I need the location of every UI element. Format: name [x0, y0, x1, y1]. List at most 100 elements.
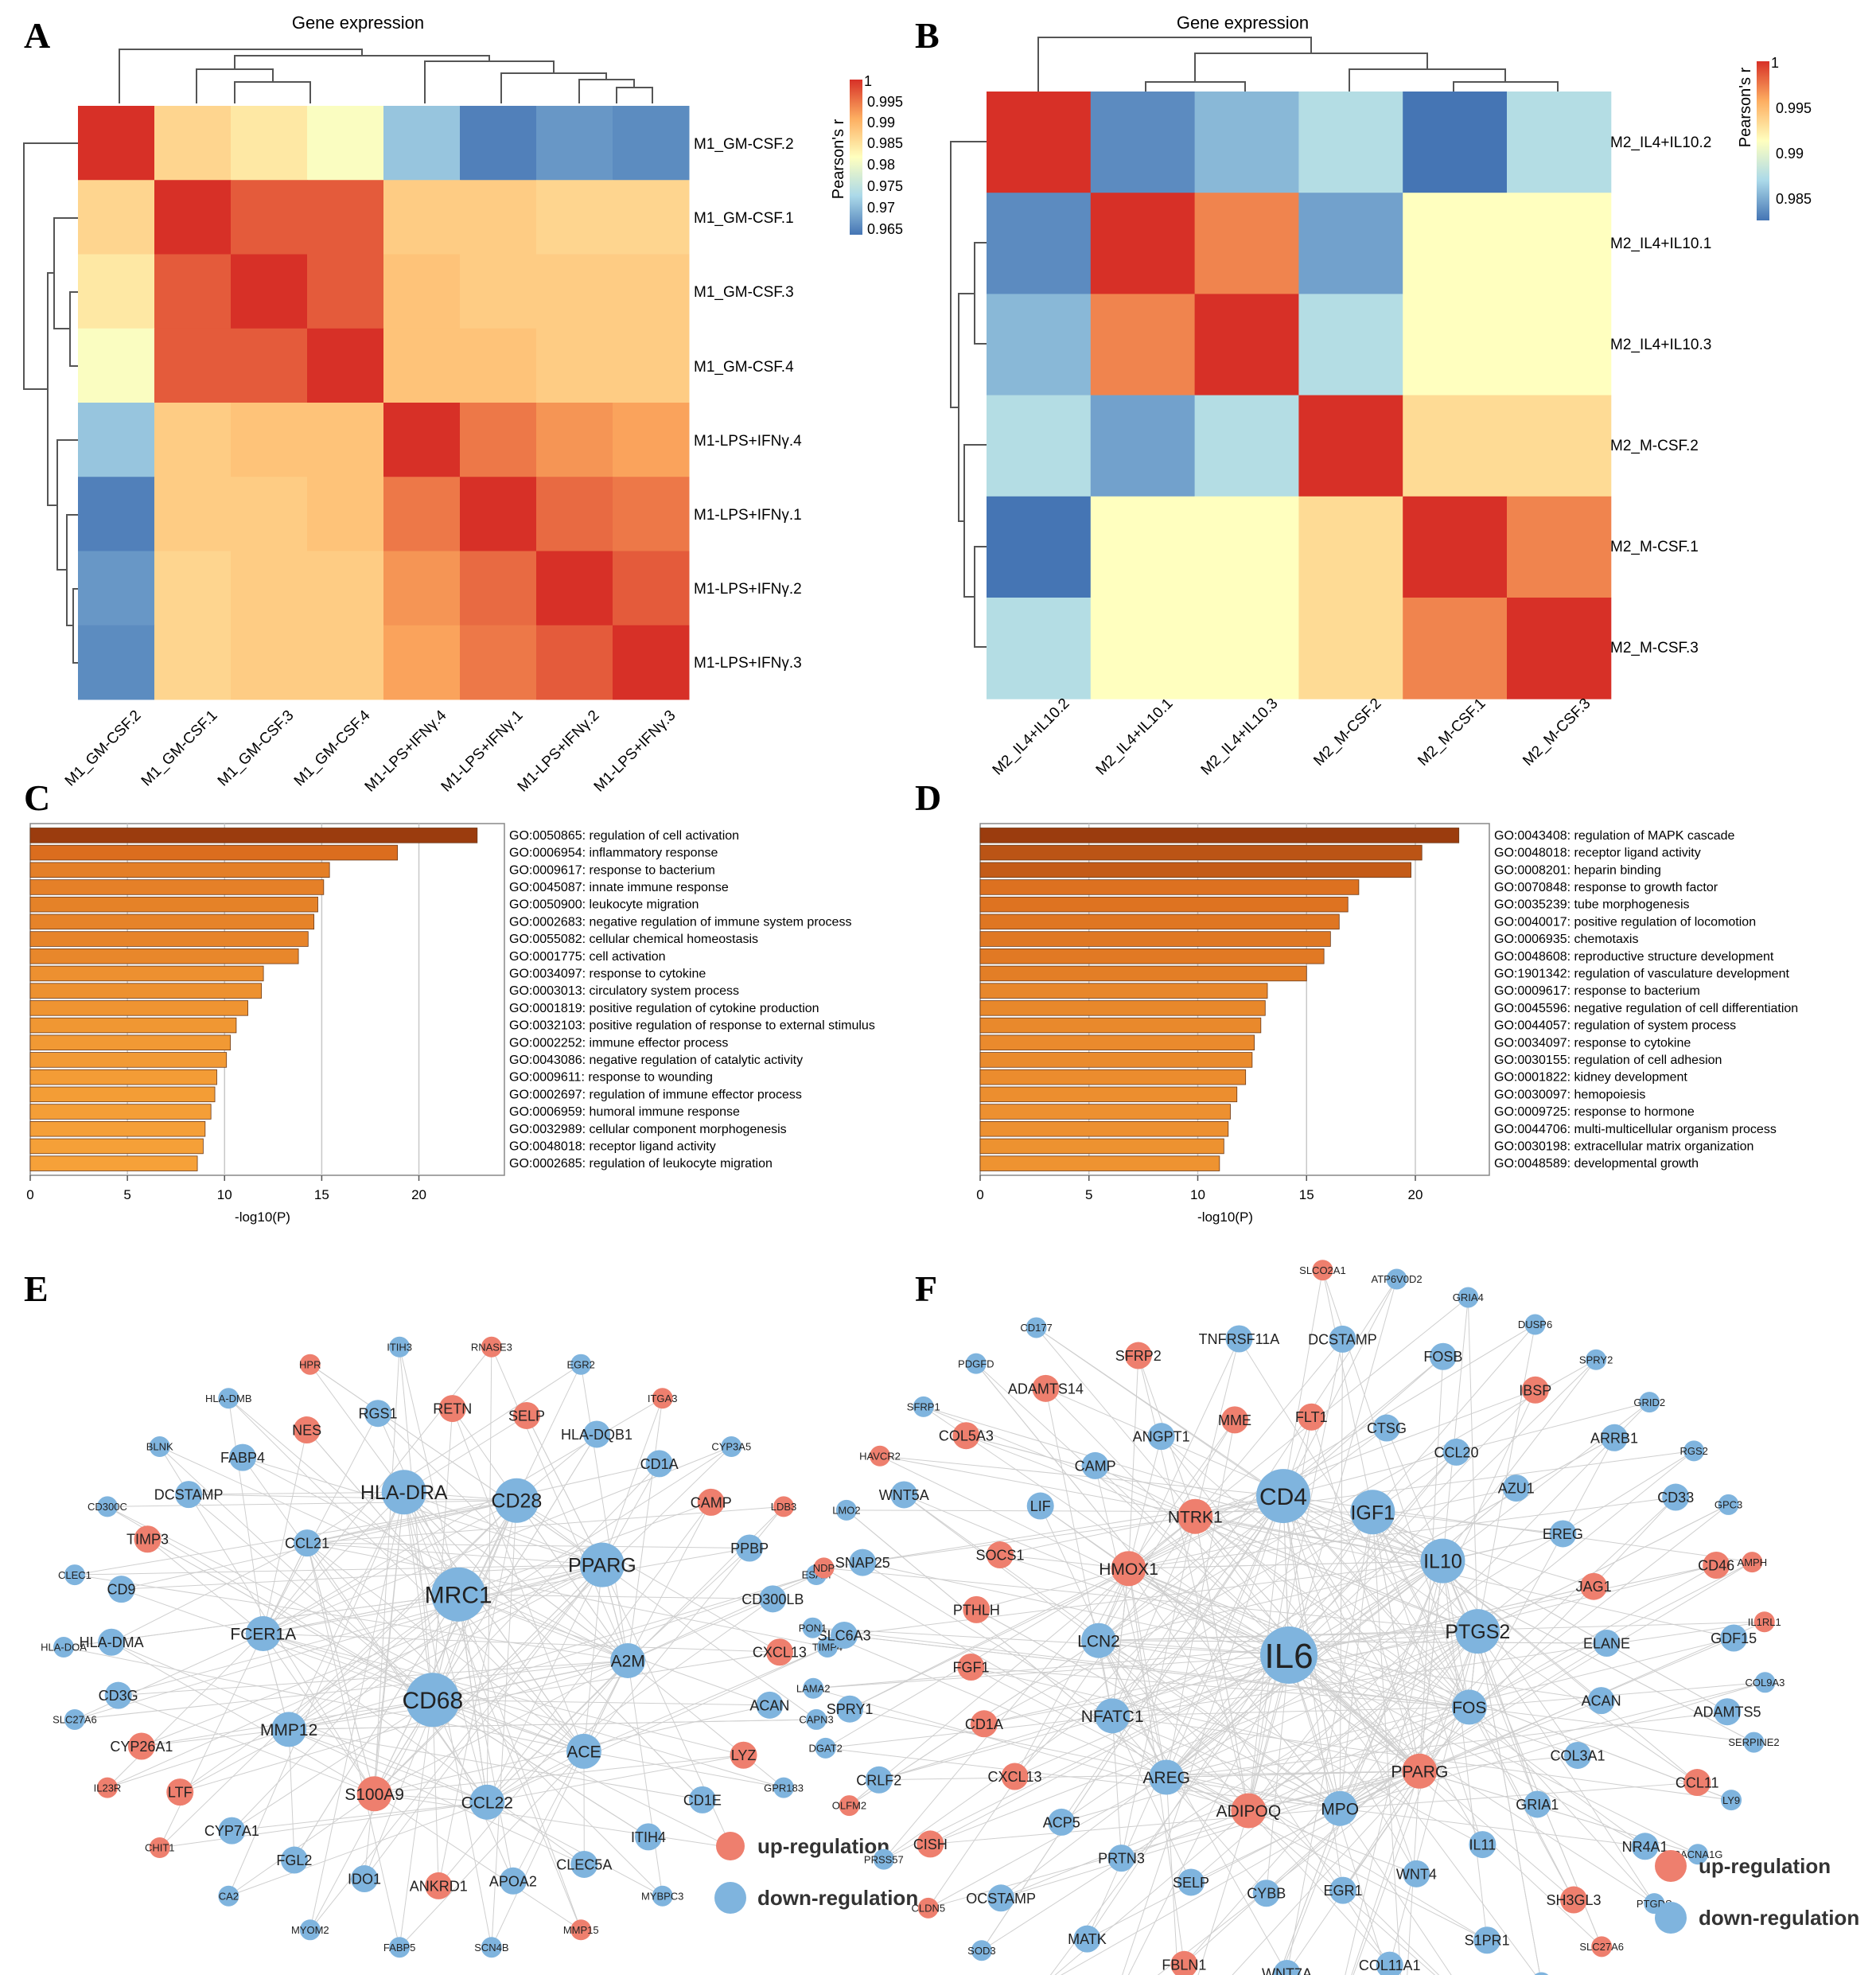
- network-edge: [1098, 1621, 1765, 1642]
- network-node-label: HLA-DQB1: [561, 1427, 632, 1443]
- network-edge: [1247, 1359, 1597, 1811]
- colorbar-a-tick: 0.99: [867, 115, 895, 130]
- bar: [29, 879, 325, 895]
- network-edge: [121, 1564, 602, 1590]
- network-edge: [1128, 1497, 1676, 1569]
- network-node-label: SLC27A6: [1579, 1941, 1624, 1953]
- network-edge: [1111, 1437, 1615, 1716]
- network-node-up: [1683, 1769, 1711, 1797]
- network-node-up: [1032, 1374, 1060, 1402]
- network-edge: [1288, 1654, 1417, 1875]
- colorbar-a-gradient: [850, 80, 862, 235]
- network-edge: [1288, 1654, 1602, 1947]
- network-node-label: EGR2: [566, 1358, 594, 1370]
- legend-f-up-swatch: [1655, 1850, 1687, 1882]
- network-node-label: ITIH4: [631, 1829, 666, 1845]
- heatmap-cell: [154, 625, 232, 700]
- network-node-label: LDB3: [771, 1501, 797, 1513]
- go-term-label: GO:0045596: negative regulation of cell …: [1494, 1002, 1798, 1015]
- bar: [29, 1086, 216, 1103]
- barchart-c-x-tick: 0: [26, 1187, 33, 1202]
- network-edge: [374, 1793, 582, 1930]
- network-edge: [309, 1700, 434, 1930]
- network-edge: [309, 1364, 603, 1566]
- bar: [29, 1000, 248, 1016]
- network-node-up: [1001, 1763, 1029, 1790]
- network-node-label: PPBP: [730, 1541, 769, 1556]
- heatmap-b-row-label: M2_IL4+IL10.3: [1610, 337, 1711, 353]
- heatmap-b-column-dendrogram: [1037, 37, 1559, 92]
- network-edge: [1112, 1621, 1765, 1716]
- go-term-label: GO:0003013: circulatory system process: [509, 984, 739, 998]
- network-node-label: EGR1: [1323, 1883, 1362, 1899]
- network-node-label: HLA-DMB: [205, 1393, 252, 1404]
- network-node-label: ACP5: [1043, 1814, 1080, 1830]
- network-node-down: [245, 1616, 281, 1652]
- network-node-label: FBLN1: [1162, 1957, 1206, 1973]
- heatmap-cell: [987, 193, 1092, 294]
- legend-e-up-swatch: [716, 1832, 745, 1860]
- network-edge: [374, 1346, 400, 1794]
- network-edge: [491, 1346, 629, 1661]
- network-edge: [844, 1634, 1469, 1708]
- network-edge: [601, 1564, 817, 1720]
- network-node-up: [425, 1872, 453, 1899]
- heatmap-cell: [231, 403, 308, 477]
- network-edge: [601, 1398, 664, 1565]
- network-edge: [1194, 1338, 1343, 1517]
- network-edge: [1288, 1586, 1594, 1656]
- colorbar-a: Pearson's r 1 0.995 0.99 0.985 0.98 0.97…: [830, 73, 903, 237]
- network-node-label: ANGPT1: [1133, 1429, 1190, 1445]
- network-edge: [904, 1494, 1290, 1656]
- network-node-label: CD177: [1020, 1322, 1052, 1334]
- network-edge: [1014, 1568, 1130, 1777]
- heatmap-cell: [1507, 598, 1612, 699]
- heatmap-cell: [154, 254, 232, 329]
- network-edge: [1407, 1770, 1420, 1975]
- network-node-up: [1111, 1551, 1146, 1587]
- network-node-label: COL9A3: [1746, 1677, 1785, 1689]
- network-node-label: GPC3: [1714, 1499, 1742, 1511]
- heatmap-cell: [383, 328, 461, 403]
- network-edge: [432, 1574, 817, 1700]
- network-node-down: [688, 1786, 716, 1813]
- network-node-label: CLEC5A: [556, 1856, 612, 1872]
- bar: [979, 1052, 1253, 1068]
- network-node-label: S1PR1: [1465, 1933, 1510, 1949]
- bar: [979, 1138, 1224, 1155]
- go-term-label: GO:0002252: immune effector process: [509, 1036, 728, 1050]
- heatmap-cell: [307, 477, 384, 551]
- network-edge: [878, 1715, 1113, 1781]
- network-node-down: [1107, 1845, 1135, 1872]
- network-edge: [580, 1364, 629, 1661]
- heatmap-cell: [987, 294, 1092, 396]
- network-node-label: COL11A1: [1359, 1957, 1421, 1973]
- network-edge: [966, 1435, 1478, 1632]
- network-edge: [1040, 1506, 1129, 1569]
- bar: [29, 1104, 212, 1120]
- network-edge: [1469, 1707, 1574, 1900]
- barchart-c-x-tick: 5: [123, 1187, 130, 1202]
- network-node-label: COL5A3: [939, 1428, 994, 1444]
- network-node-down: [759, 1585, 787, 1613]
- heatmap-cell: [383, 403, 461, 477]
- heatmap-cell: [1090, 496, 1196, 598]
- network-node-label: WNT4: [1396, 1866, 1437, 1882]
- network-node-label: IL10: [1423, 1551, 1462, 1573]
- network-edge: [364, 1492, 405, 1880]
- colorbar-a-tick: 0.975: [867, 178, 903, 194]
- network-edge: [1098, 1338, 1240, 1641]
- heatmap-cell: [1298, 92, 1403, 193]
- network-f-nodes: IL6 CD4 IGF1 IL10 PTGS2 FOS PPARG MPO ADIPOQ AREG…: [796, 1260, 1785, 1975]
- network-node-label: DCSTAMP: [154, 1487, 224, 1503]
- network-edge: [975, 1363, 1420, 1772]
- network-edge: [364, 1564, 603, 1880]
- barchart-d-terms: GO:0043408: regulation of MAPK cascade GO…: [1494, 829, 1798, 1171]
- network-edge: [306, 1543, 376, 1794]
- network-node-label: CD300LB: [741, 1591, 804, 1607]
- network-node-up: [765, 1638, 793, 1666]
- heatmap-a-row-label: M1-LPS+IFNγ.2: [694, 581, 802, 598]
- network-node-up: [127, 1732, 155, 1760]
- network-node-up: [1298, 1403, 1325, 1431]
- network-edge: [63, 1646, 585, 1752]
